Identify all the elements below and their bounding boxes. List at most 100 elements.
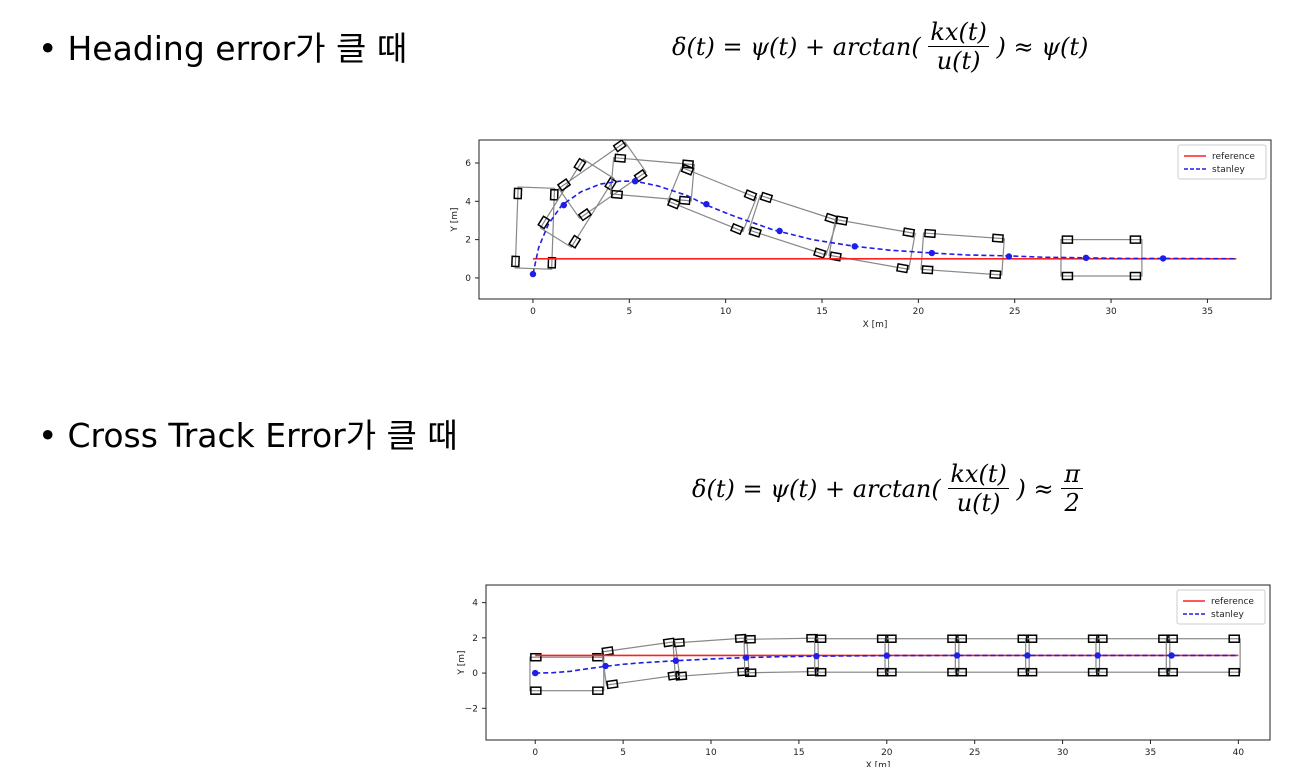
wheel-icon: [1061, 271, 1074, 281]
formula-pi-denominator: 2: [1064, 489, 1080, 517]
wheel-icon: [604, 176, 618, 192]
wheel-icon: [610, 189, 624, 200]
stanley-point: [742, 654, 750, 661]
formula-pi-numerator: π: [1061, 460, 1084, 489]
wheel-icon: [556, 178, 572, 192]
stanley-point: [672, 657, 680, 664]
plot-area: [529, 633, 1241, 695]
formula-cross-track-error: δ(t) = ψ(t) + arctan( kx(t) u(t) ) ≈ π 2: [692, 460, 1084, 517]
wheel-icon: [1061, 235, 1074, 244]
x-tick-label: 35: [1202, 307, 1213, 317]
y-axis-label: Y [m]: [450, 207, 460, 232]
wheel-icon: [547, 256, 557, 269]
x-tick-label: 0: [530, 307, 536, 317]
wheel-icon: [1096, 634, 1108, 643]
stanley-point: [1082, 254, 1090, 262]
stanley-point: [883, 652, 890, 659]
wheel-icon: [806, 667, 819, 676]
stanley-point: [776, 227, 783, 235]
wheel-icon: [955, 667, 968, 677]
wheel-icon: [1228, 634, 1240, 643]
x-tick-label: 10: [705, 748, 717, 758]
series-stanley: [535, 654, 1239, 674]
vehicle-outline: [609, 153, 695, 206]
wheel-icon: [955, 634, 968, 643]
formula-lhs: δ(t) = ψ(t) + arctan(: [692, 474, 941, 503]
legend-box: [1177, 144, 1267, 180]
wheel-icon: [577, 207, 593, 222]
formula-pi-fraction: π 2: [1061, 460, 1084, 517]
y-axis-label: Y [m]: [457, 650, 467, 675]
y-tick-label: 4: [472, 599, 478, 609]
wheel-icon: [902, 227, 916, 238]
wheel-icon: [568, 234, 582, 249]
legend-label-reference: reference: [1211, 597, 1254, 607]
wheel-icon: [606, 679, 619, 690]
wheel-icon: [1025, 667, 1038, 677]
x-tick-label: 15: [816, 307, 827, 317]
vehicle-body: [514, 186, 556, 270]
bullet-icon: •: [38, 416, 58, 455]
x-tick-label: 5: [620, 748, 626, 758]
wheel-icon: [814, 634, 827, 643]
wheel-icon: [737, 667, 750, 677]
wheel-icon: [748, 226, 762, 238]
wheel-icon: [681, 159, 694, 169]
heading-text: Cross Track Error가 클 때: [67, 416, 458, 455]
stanley-point: [631, 177, 639, 185]
wheel-icon: [896, 263, 909, 274]
x-tick-label: 20: [913, 307, 925, 317]
x-tick-label: 25: [1009, 307, 1020, 317]
legend-label-stanley: stanley: [1212, 165, 1245, 175]
stanley-point: [532, 669, 539, 677]
stanley-point: [529, 270, 537, 278]
wheel-icon: [991, 233, 1004, 243]
wheel-icon: [666, 197, 681, 210]
x-tick-label: 35: [1145, 748, 1156, 758]
vehicle-outline: [920, 228, 1005, 280]
wheel-icon: [1166, 634, 1178, 643]
x-tick-label: 40: [1233, 748, 1245, 758]
wheel-icon: [1228, 667, 1240, 677]
y-tick-label: 0: [465, 274, 471, 284]
x-axis-label: X [m]: [866, 761, 891, 767]
vehicle-outline: [556, 140, 648, 222]
plot-area: [511, 140, 1237, 281]
wheel-icon: [680, 163, 695, 176]
wheel-icon: [813, 247, 827, 259]
x-tick-label: 30: [1105, 307, 1117, 317]
wheel-icon: [829, 251, 842, 262]
wheel-icon: [743, 189, 758, 202]
formula-rhs-prefix: ) ≈: [1016, 474, 1054, 503]
stanley-point: [1168, 652, 1175, 659]
formula-denominator: u(t): [956, 489, 1001, 517]
wheel-icon: [835, 215, 849, 226]
y-tick-label: 0: [472, 669, 478, 679]
vehicle-outline: [511, 186, 559, 270]
vehicle-body: [557, 141, 647, 220]
x-tick-label: 25: [969, 748, 980, 758]
formula-numerator: kx(t): [928, 18, 989, 47]
formula-heading-error: δ(t) = ψ(t) + arctan( kx(t) u(t) ) ≈ ψ(t…: [672, 18, 1088, 75]
wheel-icon: [1166, 667, 1178, 677]
stanley-point: [560, 201, 567, 209]
wheel-icon: [549, 188, 559, 201]
stanley-point: [602, 662, 609, 670]
stanley-point: [851, 243, 858, 250]
wheel-icon: [1129, 271, 1142, 281]
wheel-icon: [806, 633, 818, 643]
wheel-icon: [678, 195, 691, 206]
wheel-icon: [921, 265, 934, 275]
x-axis-label: X [m]: [863, 320, 888, 330]
x-tick-label: 20: [881, 748, 893, 758]
wheel-icon: [1129, 235, 1142, 244]
stanley-point: [703, 200, 710, 208]
legend-box: [1176, 589, 1266, 625]
y-tick-label: 2: [472, 634, 478, 644]
wheel-icon: [592, 686, 604, 695]
formula-fraction: kx(t) u(t): [948, 460, 1009, 517]
vehicle-body: [667, 166, 758, 233]
wheel-icon: [614, 153, 627, 163]
wheel-icon: [573, 157, 587, 172]
